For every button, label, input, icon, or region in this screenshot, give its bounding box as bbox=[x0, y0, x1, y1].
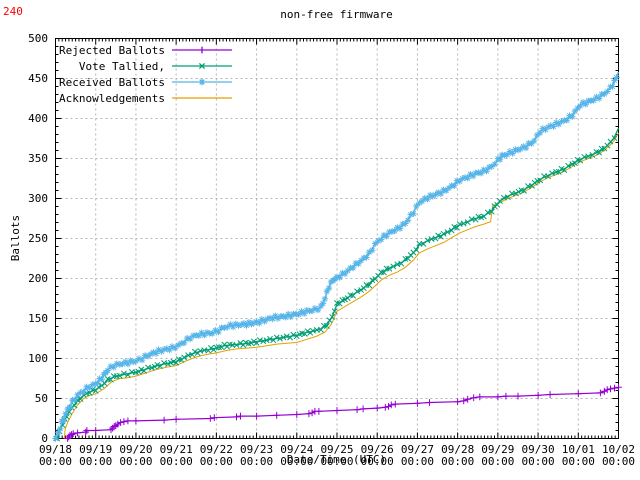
x-tick-label: 09/28 00:00 bbox=[441, 443, 475, 468]
legend-item: Rejected Ballots bbox=[57, 42, 236, 58]
x-tick-label: 09/19 00:00 bbox=[79, 443, 113, 468]
x-tick-label: 09/20 00:00 bbox=[119, 443, 153, 468]
series-line-acknowledgements bbox=[63, 132, 619, 439]
legend-label: Acknowledgements bbox=[59, 91, 165, 105]
y-tick-label: 200 bbox=[28, 271, 48, 285]
legend-label: Vote Tallied, bbox=[78, 59, 165, 73]
legend-label: Received Ballots bbox=[59, 75, 165, 89]
legend-sample-star bbox=[172, 78, 232, 86]
grid-lines bbox=[55, 38, 619, 439]
y-tick-label: 250 bbox=[28, 231, 48, 245]
y-tick-label: 50 bbox=[34, 391, 48, 405]
x-tick-label: 09/23 00:00 bbox=[240, 443, 274, 468]
legend-item: Acknowledgements bbox=[57, 90, 236, 106]
y-tick-label: 300 bbox=[28, 191, 48, 205]
x-tick-label: 09/27 00:00 bbox=[400, 443, 434, 468]
series-markers-star bbox=[52, 74, 620, 442]
x-tick-label: 09/26 00:00 bbox=[360, 443, 394, 468]
legend-sample-none bbox=[172, 97, 232, 99]
x-tick-label: 09/24 00:00 bbox=[280, 443, 314, 468]
y-tick-label: 450 bbox=[28, 71, 48, 85]
legend-sample-cross bbox=[172, 62, 232, 70]
x-tick-label: 09/29 00:00 bbox=[481, 443, 515, 468]
vote-count-annotation: 240 bbox=[3, 5, 23, 18]
legend-label: Rejected Ballots bbox=[59, 43, 165, 57]
y-tick-label: 0 bbox=[41, 431, 48, 445]
series-markers-plus bbox=[64, 383, 622, 442]
x-tick-label: 09/22 00:00 bbox=[199, 443, 233, 468]
x-tick-label: 09/18 00:00 bbox=[38, 443, 73, 468]
legend-item: Received Ballots bbox=[57, 74, 236, 90]
x-tick-label: 09/21 00:00 bbox=[159, 443, 193, 468]
series-line-vote-tallied bbox=[56, 127, 620, 439]
legend-sample-plus bbox=[172, 46, 232, 54]
legend-item: Vote Tallied, bbox=[57, 58, 236, 74]
x-tick-label: 10/02 00:00 bbox=[601, 443, 636, 468]
y-tick-label: 400 bbox=[28, 111, 48, 125]
x-axis-title: Date/Time (UTC) bbox=[286, 453, 387, 466]
x-tick-label: 10/01 00:00 bbox=[561, 443, 595, 468]
y-tick-label: 100 bbox=[28, 351, 48, 365]
y-tick-label: 150 bbox=[28, 311, 48, 325]
y-tick-label: 350 bbox=[28, 151, 48, 165]
legend: Rejected Ballots Vote Tallied, Received Ba… bbox=[57, 42, 236, 106]
chart-title: non-free firmware bbox=[280, 8, 393, 21]
axis-ticks bbox=[55, 38, 619, 439]
series-line-rejected-ballots bbox=[67, 386, 619, 439]
y-tick-label: 500 bbox=[28, 31, 48, 45]
x-tick-label: 09/25 00:00 bbox=[320, 443, 354, 468]
plot-border bbox=[55, 38, 619, 439]
x-tick-label: 09/30 00:00 bbox=[521, 443, 555, 468]
